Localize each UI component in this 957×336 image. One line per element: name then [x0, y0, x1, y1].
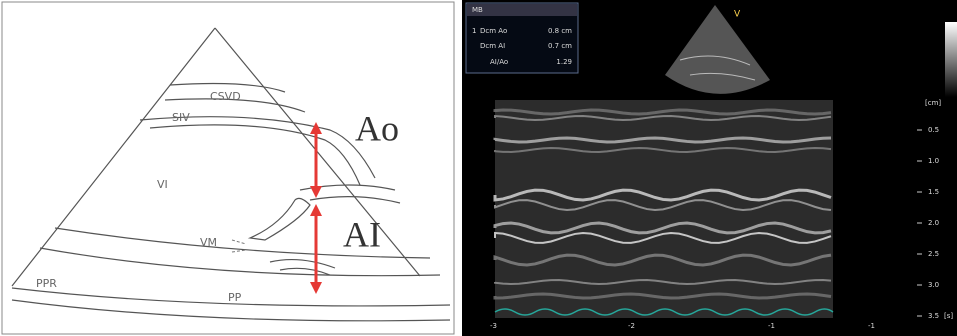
measurement-name: AI/Ao — [490, 58, 508, 66]
scale-label: 2.0 — [928, 219, 939, 227]
figure: CSVD SIV VI VM PPR PP Ao AI MB 1 Dcm Ao … — [0, 0, 957, 336]
measurement-name: Dcm AI — [480, 42, 505, 50]
scale-label: 3.5 — [928, 312, 939, 320]
label-pp: PP — [228, 291, 242, 304]
sector-mark: V — [734, 10, 741, 20]
measurement-name: Dcm Ao — [480, 27, 507, 35]
label-siv: SIV — [172, 111, 190, 124]
scale-label: 0.5 — [928, 126, 939, 134]
scale-unit: [cm] — [925, 99, 941, 107]
time-label: -2 — [628, 322, 635, 330]
measurement-index: 1 — [472, 27, 476, 35]
time-label: -1 — [768, 322, 775, 330]
scale-label: 1.5 — [928, 188, 939, 196]
measurement-value: 1.29 — [556, 58, 572, 66]
scale-end-unit: [s] — [944, 312, 953, 320]
label-vi: VI — [157, 178, 168, 191]
grayscale-bar — [945, 22, 957, 97]
label-vm: VM — [200, 236, 217, 249]
annotation-ai: AI — [343, 214, 381, 254]
measurement-header — [467, 4, 577, 16]
measurement-value: 0.8 cm — [548, 27, 572, 35]
label-csvd: CSVD — [210, 90, 241, 103]
measurement-value: 0.7 cm — [548, 42, 572, 50]
label-ppr: PPR — [36, 277, 57, 290]
scale-label: 3.0 — [928, 281, 939, 289]
diagram-frame — [2, 2, 454, 334]
measurement-header-text: MB — [472, 6, 483, 14]
scale-label: 2.5 — [928, 250, 939, 258]
scale-label: 1.0 — [928, 157, 939, 165]
annotation-ao: Ao — [355, 108, 399, 148]
time-label: -1 — [868, 322, 875, 330]
time-label: -3 — [490, 322, 497, 330]
